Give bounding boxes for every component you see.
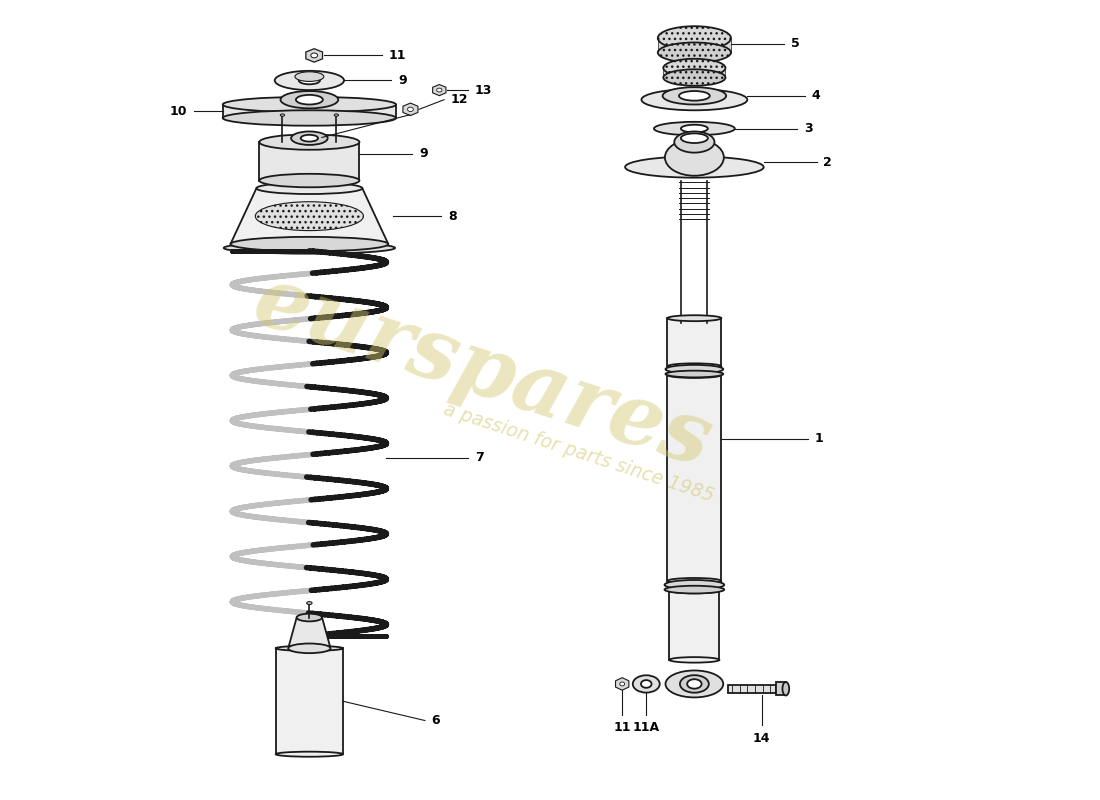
Ellipse shape <box>222 97 396 112</box>
Ellipse shape <box>275 71 344 90</box>
Ellipse shape <box>407 107 414 111</box>
Ellipse shape <box>295 72 323 82</box>
Polygon shape <box>306 49 322 62</box>
Ellipse shape <box>666 670 724 698</box>
Polygon shape <box>276 648 343 754</box>
Text: 4: 4 <box>812 90 821 102</box>
Ellipse shape <box>664 139 724 176</box>
Ellipse shape <box>663 70 726 86</box>
Ellipse shape <box>299 77 320 84</box>
Ellipse shape <box>307 602 312 605</box>
Text: 9: 9 <box>419 147 428 160</box>
Ellipse shape <box>255 202 363 230</box>
Ellipse shape <box>666 370 724 378</box>
Polygon shape <box>669 590 719 660</box>
Ellipse shape <box>260 174 360 187</box>
Ellipse shape <box>782 682 789 695</box>
Polygon shape <box>668 375 722 581</box>
Text: eurspares: eurspares <box>243 258 722 484</box>
Polygon shape <box>663 68 726 78</box>
Ellipse shape <box>662 87 726 105</box>
Ellipse shape <box>311 53 318 58</box>
Polygon shape <box>728 685 777 693</box>
Polygon shape <box>616 678 629 690</box>
Ellipse shape <box>625 157 763 178</box>
Ellipse shape <box>658 42 732 62</box>
Text: 6: 6 <box>431 714 440 727</box>
Text: 11A: 11A <box>632 722 660 734</box>
Ellipse shape <box>256 182 362 194</box>
Ellipse shape <box>223 242 395 254</box>
Ellipse shape <box>276 646 343 651</box>
Ellipse shape <box>641 680 651 688</box>
Ellipse shape <box>288 643 330 653</box>
Ellipse shape <box>300 135 318 142</box>
Ellipse shape <box>668 372 722 378</box>
Ellipse shape <box>679 91 710 101</box>
Ellipse shape <box>280 114 285 116</box>
Ellipse shape <box>688 679 702 689</box>
Polygon shape <box>432 85 446 96</box>
Ellipse shape <box>632 675 660 693</box>
Ellipse shape <box>231 237 388 251</box>
Ellipse shape <box>668 363 722 370</box>
Text: 14: 14 <box>754 732 770 745</box>
Ellipse shape <box>276 752 343 757</box>
Ellipse shape <box>664 586 724 594</box>
Text: 10: 10 <box>169 105 187 118</box>
Ellipse shape <box>437 88 442 92</box>
Text: 13: 13 <box>475 83 493 97</box>
Ellipse shape <box>666 365 724 374</box>
Text: 8: 8 <box>448 210 456 222</box>
Ellipse shape <box>222 110 396 126</box>
Ellipse shape <box>674 131 715 153</box>
Polygon shape <box>658 38 732 53</box>
Ellipse shape <box>663 58 726 77</box>
Ellipse shape <box>668 315 722 321</box>
Text: a passion for parts since 1985: a passion for parts since 1985 <box>441 400 716 506</box>
Ellipse shape <box>681 134 708 143</box>
Text: 1: 1 <box>815 432 824 445</box>
Ellipse shape <box>619 682 625 686</box>
Text: 12: 12 <box>451 94 469 106</box>
Polygon shape <box>260 142 360 181</box>
Polygon shape <box>777 682 785 695</box>
Text: 7: 7 <box>475 451 484 464</box>
Ellipse shape <box>280 91 339 108</box>
Polygon shape <box>668 318 722 366</box>
Polygon shape <box>222 105 396 118</box>
Text: 2: 2 <box>823 156 832 169</box>
Text: 9: 9 <box>398 74 407 87</box>
Text: 11: 11 <box>614 722 631 734</box>
Ellipse shape <box>669 657 719 662</box>
Text: 11: 11 <box>388 49 406 62</box>
Ellipse shape <box>260 134 360 150</box>
Ellipse shape <box>297 614 322 622</box>
Ellipse shape <box>669 588 719 594</box>
Ellipse shape <box>681 125 708 133</box>
Ellipse shape <box>296 95 323 105</box>
Text: 5: 5 <box>791 38 800 50</box>
Ellipse shape <box>641 89 747 110</box>
Text: 3: 3 <box>804 122 813 135</box>
Ellipse shape <box>658 26 732 50</box>
Polygon shape <box>288 618 330 648</box>
Ellipse shape <box>334 114 339 116</box>
Ellipse shape <box>668 578 722 584</box>
Ellipse shape <box>680 675 708 693</box>
Ellipse shape <box>664 580 724 590</box>
Ellipse shape <box>653 122 735 135</box>
Ellipse shape <box>292 131 328 145</box>
Polygon shape <box>231 188 388 244</box>
Polygon shape <box>403 103 418 115</box>
